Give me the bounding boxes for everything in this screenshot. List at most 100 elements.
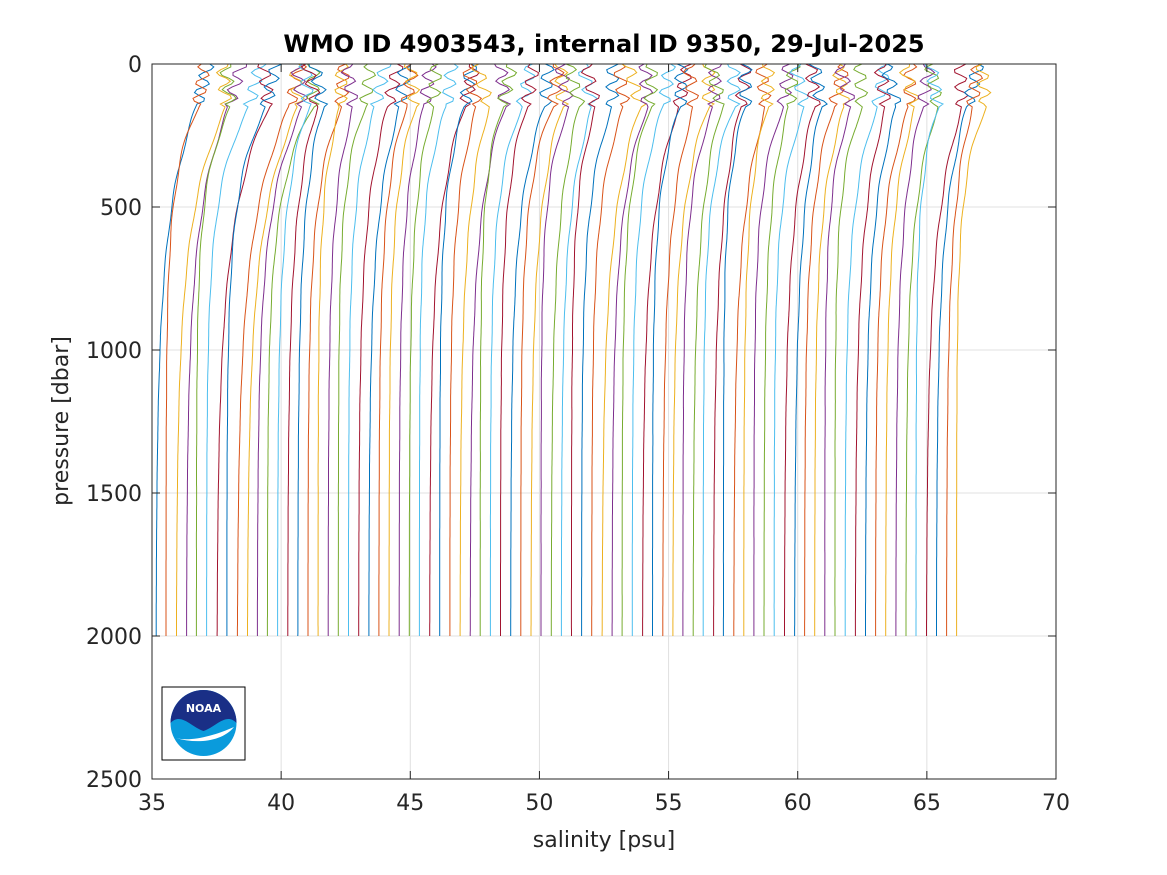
salinity-profile-line [358,63,404,636]
salinity-profile-line [672,63,716,636]
salinity-profile-line [834,63,869,636]
y-tick-label: 500 [100,196,142,221]
salinity-profile-line [702,63,741,636]
salinity-profile-line [520,63,565,636]
salinity-profile-line [216,63,274,636]
salinity-profile-line [550,63,586,636]
salinity-profiles [155,63,992,637]
salinity-profile-line [733,63,772,636]
noaa-logo-text: NOAA [186,702,222,715]
salinity-profile-line [560,63,598,636]
salinity-profile-line [439,63,477,636]
salinity-profile-line [905,63,942,636]
y-tick-label: 1500 [86,482,142,507]
salinity-profile-line [449,63,483,636]
salinity-profile-line [530,63,570,636]
y-tick-label: 2500 [86,768,142,793]
y-tick-label: 1000 [86,339,142,364]
x-tick-label: 45 [396,791,424,816]
salinity-profile-line [469,63,512,636]
salinity-profile-line [875,63,918,636]
salinity-profile-line [682,63,723,636]
salinity-profile-line [844,63,890,636]
salinity-profile-line [631,63,677,636]
salinity-profile-line [297,63,329,637]
salinity-profile-line [784,63,821,636]
salinity-profile-line [459,63,492,636]
x-tick-label: 40 [267,791,295,816]
salinity-profile-line [256,63,309,636]
salinity-profile-line [206,63,267,636]
salinity-profile-line [176,63,233,636]
salinity-profile-line [773,63,809,636]
salinity-profile-line [591,63,631,636]
salinity-profile-line [510,63,555,636]
salinity-profile-line [794,63,828,636]
salinity-profile-line [165,63,210,636]
salinity-profile-line [570,63,600,636]
axes-box [151,63,1057,780]
salinity-profile-line [540,63,574,636]
salinity-profile-line [378,63,419,636]
salinity-profile-line [763,63,801,636]
noaa-logo: NOAA [161,686,246,761]
salinity-profile-line [500,63,539,636]
chart-title: WMO ID 4903543, internal ID 9350, 29-Jul… [283,30,924,58]
salinity-profile-line [662,63,700,636]
salinity-profile-line [266,63,321,636]
salinity-profile-line [195,63,237,636]
x-tick-label: 35 [138,791,166,816]
salinity-profile-line [489,63,536,636]
x-tick-label: 60 [784,791,812,816]
salinity-profile-line [865,63,902,636]
salinity-profile-line [915,63,944,636]
salinity-profile-line [388,63,421,636]
salinity-profile-line [652,63,689,636]
salinity-profile-line [226,63,283,636]
salinity-profile-line [287,63,321,636]
salinity-profile-line [236,63,308,636]
salinity-profile-line [429,63,480,636]
salinity-profile-line [692,63,725,636]
salinity-profile-line [621,63,659,636]
salinity-profile-line [611,63,654,636]
salinity-profile-line [418,63,459,636]
salinity-profile-line [307,63,350,636]
salinity-profile-line [824,63,855,636]
y-tick-label: 0 [128,53,142,78]
salinity-profile-line [946,63,984,636]
salinity-profile-line [885,63,920,636]
salinity-profile-line [277,63,314,636]
salinity-profile-line [854,63,891,636]
x-tick-label: 55 [655,791,683,816]
salinity-profile-line [804,63,849,636]
salinity-profile-line [642,63,692,636]
salinity-profile-line [581,63,620,636]
salinity-profile-line [895,63,936,636]
y-tick-label: 2000 [86,625,142,650]
axis-ticks: 35 40 45 50 55 60 65 70 0 500 1000 1500 2000 2500 [86,53,1070,816]
salinity-profile-line [956,63,992,636]
salinity-profile-line [814,63,850,636]
salinity-profile-line [722,63,753,636]
salinity-profile-line [348,63,392,636]
salinity-profile-line [926,63,969,636]
salinity-profile-line [247,63,305,636]
x-tick-label: 70 [1042,791,1070,816]
salinity-profile-line [398,63,437,636]
salinity-profile-line [317,63,349,636]
salinity-profile-line [753,63,794,636]
salinity-profile-line [743,63,776,636]
x-tick-label: 50 [525,791,553,816]
salinity-profile-line [368,63,412,636]
salinity-profile-line [337,63,377,636]
x-axis-label: salinity [psu] [533,828,675,853]
salinity-profile-line [601,63,647,636]
y-axis-label: pressure [dbar] [49,336,74,506]
salinity-profile-line [408,63,442,636]
salinity-profile-line [327,63,358,636]
salinity-profile-line [479,63,518,636]
x-tick-label: 65 [913,791,941,816]
salinity-profile-line [936,63,985,636]
